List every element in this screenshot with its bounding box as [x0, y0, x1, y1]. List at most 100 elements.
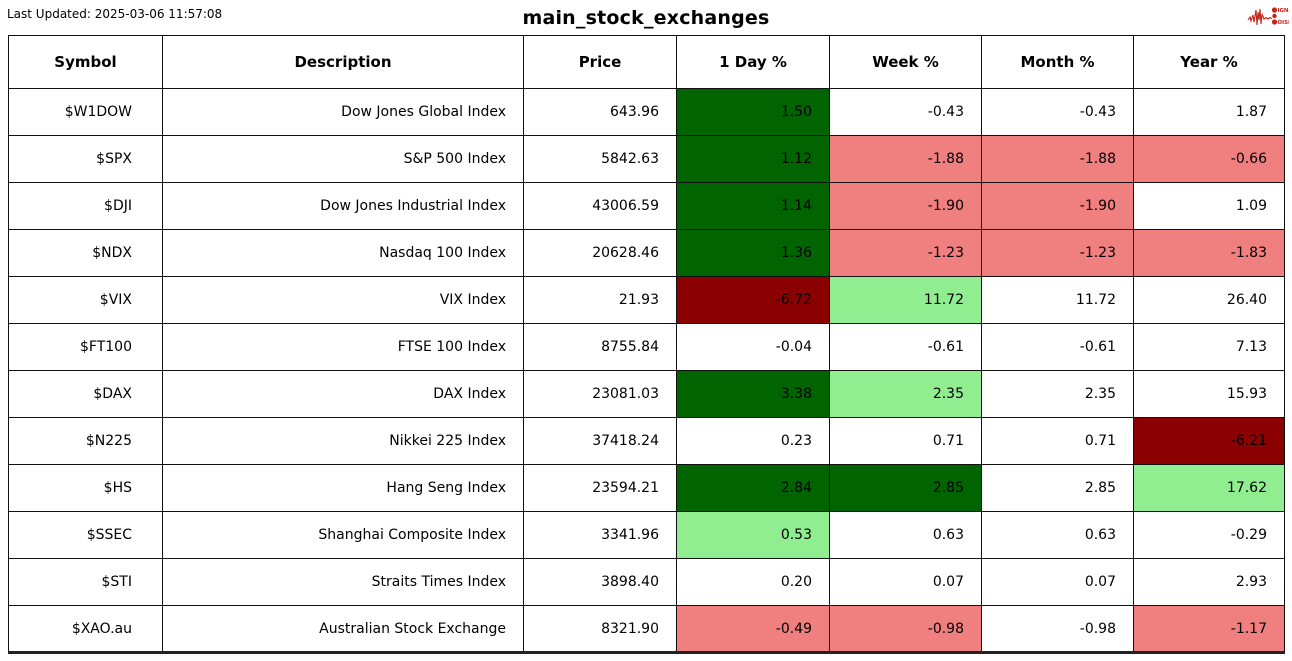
week-percent-cell: -1.88 [829, 135, 982, 183]
month-percent-cell: 11.72 [981, 276, 1134, 324]
price-cell: 21.93 [523, 276, 677, 324]
day-percent-cell: 2.84 [676, 464, 830, 512]
symbol-cell: $HS [8, 464, 163, 512]
year-percent-cell: 26.40 [1133, 276, 1285, 324]
symbol-cell: $NDX [8, 229, 163, 277]
price-cell: 3898.40 [523, 558, 677, 606]
day-percent-cell: 0.23 [676, 417, 830, 465]
last-updated-timestamp: Last Updated: 2025-03-06 11:57:08 [7, 7, 223, 21]
price-cell: 3341.96 [523, 511, 677, 559]
symbol-cell: $DJI [8, 182, 163, 230]
table-body: $W1DOW Dow Jones Global Index 643.96 1.50 -0… [8, 88, 1285, 653]
top-bar: Last Updated: 2025-03-06 11:57:08 main_s… [0, 0, 1292, 34]
month-percent-cell: -0.43 [981, 88, 1134, 136]
month-percent-cell: 2.85 [981, 464, 1134, 512]
day-percent-cell: 0.20 [676, 558, 830, 606]
month-percent-cell: -1.90 [981, 182, 1134, 230]
symbol-cell: $VIX [8, 276, 163, 324]
year-percent-cell: 17.62 [1133, 464, 1285, 512]
column-header-1-day: 1 Day % [676, 35, 830, 89]
year-percent-cell: -0.29 [1133, 511, 1285, 559]
symbol-cell: $STI [8, 558, 163, 606]
symbol-cell: $DAX [8, 370, 163, 418]
column-header-week: Week % [829, 35, 982, 89]
table-row: $HS Hang Seng Index 23594.21 2.84 2.85 2.85 17… [8, 464, 1285, 512]
month-percent-cell: -1.88 [981, 135, 1134, 183]
column-header-price: Price [523, 35, 677, 89]
description-cell: Dow Jones Global Index [162, 88, 524, 136]
day-percent-cell: 0.53 [676, 511, 830, 559]
week-percent-cell: 2.35 [829, 370, 982, 418]
logo-text-noise: OISE [1278, 20, 1290, 26]
table-row: $SPX S&P 500 Index 5842.63 1.12 -1.88 -1.88 -0… [8, 135, 1285, 183]
column-header-month: Month % [981, 35, 1134, 89]
signal-noise-logo-icon: IGNAL OISE [1247, 7, 1290, 26]
header-row: Symbol Description Price 1 Day % Week % Month… [8, 35, 1285, 89]
day-percent-cell: -0.49 [676, 605, 830, 653]
week-percent-cell: 11.72 [829, 276, 982, 324]
month-percent-cell: 2.35 [981, 370, 1134, 418]
price-cell: 37418.24 [523, 417, 677, 465]
description-cell: FTSE 100 Index [162, 323, 524, 371]
year-percent-cell: 15.93 [1133, 370, 1285, 418]
description-cell: VIX Index [162, 276, 524, 324]
stock-exchanges-table: Symbol Description Price 1 Day % Week % Month… [8, 35, 1285, 654]
week-percent-cell: 0.63 [829, 511, 982, 559]
table-row: $DJI Dow Jones Industrial Index 43006.59 1.… [8, 182, 1285, 230]
description-cell: S&P 500 Index [162, 135, 524, 183]
table-row: $VIX VIX Index 21.93 -6.72 11.72 11.72 26.40 [8, 276, 1285, 324]
month-percent-cell: 0.63 [981, 511, 1134, 559]
month-percent-cell: -0.98 [981, 605, 1134, 653]
week-percent-cell: 2.85 [829, 464, 982, 512]
day-percent-cell: -0.04 [676, 323, 830, 371]
year-percent-cell: 1.09 [1133, 182, 1285, 230]
table-row: $NDX Nasdaq 100 Index 20628.46 1.36 -1.23 -1.… [8, 229, 1285, 277]
year-percent-cell: 2.93 [1133, 558, 1285, 606]
column-header-symbol: Symbol [8, 35, 163, 89]
week-percent-cell: 0.07 [829, 558, 982, 606]
week-percent-cell: -1.23 [829, 229, 982, 277]
description-cell: Nikkei 225 Index [162, 417, 524, 465]
year-percent-cell: -1.83 [1133, 229, 1285, 277]
description-cell: Dow Jones Industrial Index [162, 182, 524, 230]
day-percent-cell: 1.36 [676, 229, 830, 277]
logo-text-signal: IGNAL [1278, 8, 1290, 14]
price-cell: 643.96 [523, 88, 677, 136]
year-percent-cell: -1.17 [1133, 605, 1285, 653]
table-header: Symbol Description Price 1 Day % Week % Month… [8, 35, 1285, 89]
symbol-cell: $SSEC [8, 511, 163, 559]
price-cell: 8755.84 [523, 323, 677, 371]
description-cell: Shanghai Composite Index [162, 511, 524, 559]
year-percent-cell: -0.66 [1133, 135, 1285, 183]
symbol-cell: $FT100 [8, 323, 163, 371]
price-cell: 23594.21 [523, 464, 677, 512]
column-header-year: Year % [1133, 35, 1285, 89]
day-percent-cell: -6.72 [676, 276, 830, 324]
day-percent-cell: 1.14 [676, 182, 830, 230]
table-row: $FT100 FTSE 100 Index 8755.84 -0.04 -0.61 -0.… [8, 323, 1285, 371]
symbol-cell: $SPX [8, 135, 163, 183]
table-row: $DAX DAX Index 23081.03 3.38 2.35 2.35 15.93 [8, 370, 1285, 418]
price-cell: 8321.90 [523, 605, 677, 653]
table-row: $XAO.au Australian Stock Exchange 8321.90-… [8, 605, 1285, 653]
day-percent-cell: 1.12 [676, 135, 830, 183]
description-cell: Hang Seng Index [162, 464, 524, 512]
month-percent-cell: -1.23 [981, 229, 1134, 277]
month-percent-cell: -0.61 [981, 323, 1134, 371]
table-row: $SSEC Shanghai Composite Index 3341.96 0.53… [8, 511, 1285, 559]
week-percent-cell: -0.43 [829, 88, 982, 136]
price-cell: 23081.03 [523, 370, 677, 418]
price-cell: 5842.63 [523, 135, 677, 183]
week-percent-cell: -0.61 [829, 323, 982, 371]
description-cell: Straits Times Index [162, 558, 524, 606]
description-cell: DAX Index [162, 370, 524, 418]
price-cell: 20628.46 [523, 229, 677, 277]
symbol-cell: $W1DOW [8, 88, 163, 136]
month-percent-cell: 0.07 [981, 558, 1134, 606]
day-percent-cell: 1.50 [676, 88, 830, 136]
year-percent-cell: 7.13 [1133, 323, 1285, 371]
symbol-cell: $XAO.au [8, 605, 163, 653]
week-percent-cell: -0.98 [829, 605, 982, 653]
day-percent-cell: 3.38 [676, 370, 830, 418]
table-row: $STI Straits Times Index 3898.40 0.20 0.07 0.… [8, 558, 1285, 606]
